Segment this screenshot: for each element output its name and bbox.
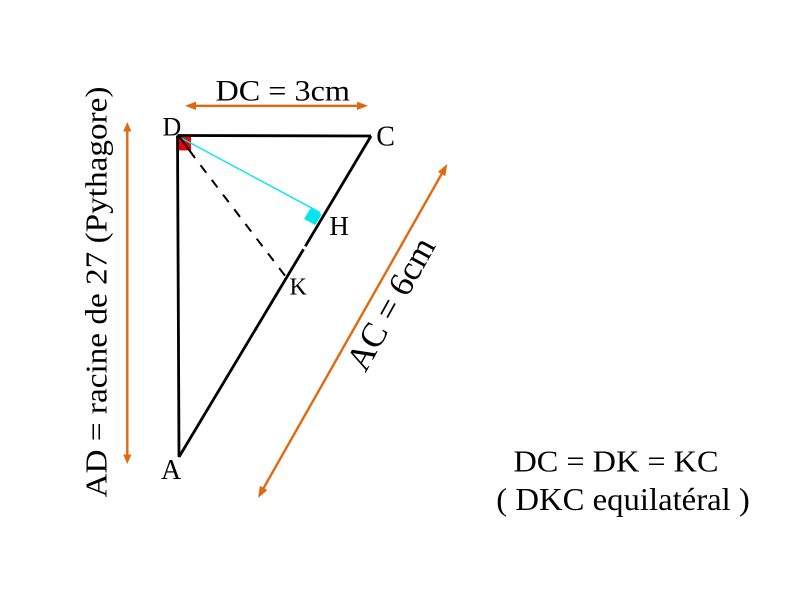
svg-text:H: H [329,211,349,241]
svg-text:DC = DK = KC: DC = DK = KC [514,444,719,479]
svg-text:DC = 3cm: DC = 3cm [216,74,351,107]
svg-text:D: D [163,113,182,142]
svg-text:AD = racine de 27 (Pythagore): AD = racine de 27 (Pythagore) [79,87,114,498]
svg-text:K: K [290,275,308,301]
svg-text:( DKC equilatéral ): ( DKC equilatéral ) [496,481,750,517]
svg-text:A: A [161,455,182,486]
svg-text:C: C [376,122,395,153]
